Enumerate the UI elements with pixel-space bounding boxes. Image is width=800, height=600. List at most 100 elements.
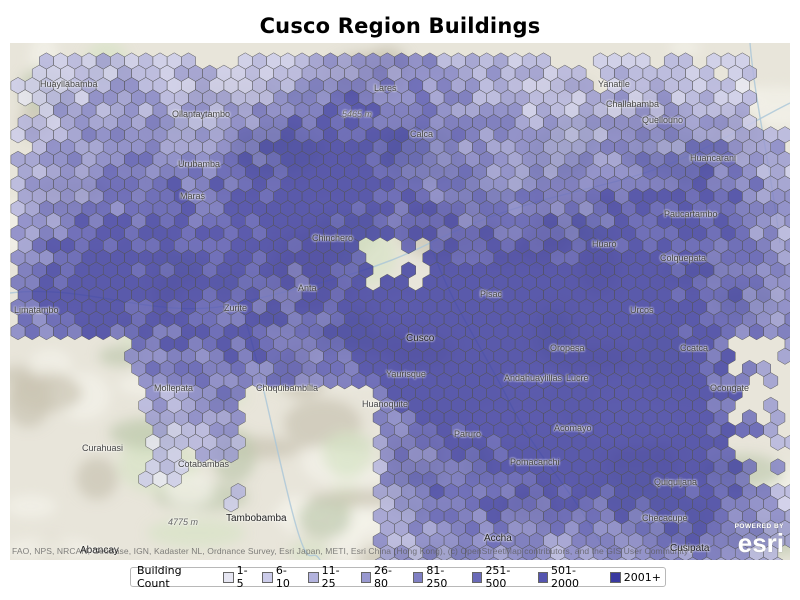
hexbin-cell[interactable] [777,323,790,341]
hexbin-cell[interactable] [487,556,501,560]
place-label: Cusipata [670,543,710,554]
place-label: Quiquijana [654,477,698,487]
hexbin-cell[interactable] [430,556,444,560]
hexbin-cell[interactable] [458,556,472,560]
place-label: Accha [484,533,512,544]
hexbin-cell[interactable] [784,434,790,450]
hexbin-cell[interactable] [401,237,416,254]
map-view[interactable]: Huayllabamba Ollantaytambo Urubamba Calc… [10,43,790,560]
hexbin-cell[interactable] [770,458,786,476]
hexbin-cell[interactable] [657,556,671,560]
esri-logo-top: POWERED BY [734,523,784,530]
hexbin-cell[interactable] [501,556,515,560]
legend-swatch [609,571,621,583]
hexbin-cell[interactable] [515,556,529,560]
place-label: Challabamba [606,99,660,109]
terrain-patch [288,540,329,560]
place-label: Cotabambas [178,459,230,469]
place-label: Acomayo [554,423,592,433]
place-label: Paruro [454,429,482,439]
hexbin-cell[interactable] [544,556,558,560]
hexbin-cell[interactable] [529,556,543,560]
place-label: Lares [374,83,397,93]
hexbin-cell[interactable] [686,556,700,560]
hexbin-cell[interactable] [757,556,771,560]
hexbin-cell[interactable] [728,556,742,560]
hexbin-cell[interactable] [615,556,629,560]
hexbin-layer [10,52,790,560]
hexbin-cell[interactable] [763,372,779,390]
place-label: Huanoquite [362,399,409,409]
legend-item: 2001+ [609,571,661,584]
place-label: Limatambo [14,305,59,315]
hexbin-cell[interactable] [586,556,600,560]
legend-label: 26-80 [374,564,392,590]
place-label: Tambobamba [226,513,287,524]
place-label: Urubamba [178,159,221,169]
terrain-patch [322,430,373,477]
legend-swatch [471,571,483,583]
legend-label: 501-2000 [551,564,580,590]
place-label: Huayllabamba [40,79,98,89]
legend-swatch [360,571,372,583]
place-label: Huaro [592,239,617,249]
place-label: Checacupe [642,513,688,523]
hexbin-cell[interactable] [387,556,401,560]
legend: Building Count 1-5 6-10 11-25 26-80 81-2… [130,564,666,590]
place-label: Andahuaylillas [504,373,563,383]
hexbin-cell[interactable] [472,556,486,560]
hexbin-cell[interactable] [223,495,239,513]
hexbin-cell[interactable] [771,556,785,560]
hexbin-cell[interactable] [714,556,728,560]
place-label: Lucre [566,373,589,383]
hexbin-cell[interactable] [416,556,430,560]
hexbin-cell[interactable] [600,556,614,560]
hexbin-cell[interactable] [671,556,685,560]
hexbin-cell[interactable] [777,347,790,365]
terrain-patch [28,348,73,382]
terrain-patch [12,374,83,412]
hexbin-cell[interactable] [700,556,714,560]
place-label: Chinchero [312,233,354,243]
legend-item: 26-80 [360,564,404,590]
place-label: Ollantaytambo [172,109,231,119]
peak-label: 4775 m [168,517,199,527]
legend-label: 1-5 [236,564,248,590]
legend-item: 1-5 [223,564,253,590]
legend-item: 251-500 [471,564,529,590]
hexbin-cell[interactable] [784,533,790,549]
hexbin-cell[interactable] [444,556,458,560]
place-label: Chuquibambilla [256,383,319,393]
hexbin-cell[interactable] [572,556,586,560]
place-label: Calca [410,129,434,139]
esri-logo[interactable]: POWERED BY esri [724,523,784,557]
map-attribution[interactable]: FAO, NPS, NRCAN, GeoBase, IGN, Kadaster … [12,546,689,556]
map-title: Cusco Region Buildings [259,14,541,38]
legend-label: 6-10 [275,564,290,590]
place-label: Colquepata [660,253,707,263]
hexbin-cell[interactable] [166,470,182,488]
place-label: Maras [180,191,206,201]
hexbin-cell[interactable] [223,446,239,464]
place-label: Ccatca [680,343,709,353]
hexbin-cell[interactable] [742,556,756,560]
legend-item: 501-2000 [537,564,601,590]
legend-item: 6-10 [262,564,299,590]
map-canvas[interactable] [10,43,790,560]
legend-item: 81-250 [412,564,463,590]
place-label: Paucartambo [664,209,718,219]
peak-label: 5465 m [342,109,373,119]
place-label: Pisac [480,289,503,299]
hexbin-cell[interactable] [629,556,643,560]
place-label: Pomacanchi [510,457,560,467]
hexbin-cell[interactable] [643,556,657,560]
terrain-patch [146,518,246,548]
hexbin-cell[interactable] [401,556,415,560]
hexbin-cell[interactable] [558,556,572,560]
hexbin-cell[interactable] [373,556,387,560]
place-label: Abancay [80,545,119,556]
place-label: Mollepata [154,383,194,393]
legend-label: 11-25 [321,564,340,590]
terrain-patch [10,537,96,560]
